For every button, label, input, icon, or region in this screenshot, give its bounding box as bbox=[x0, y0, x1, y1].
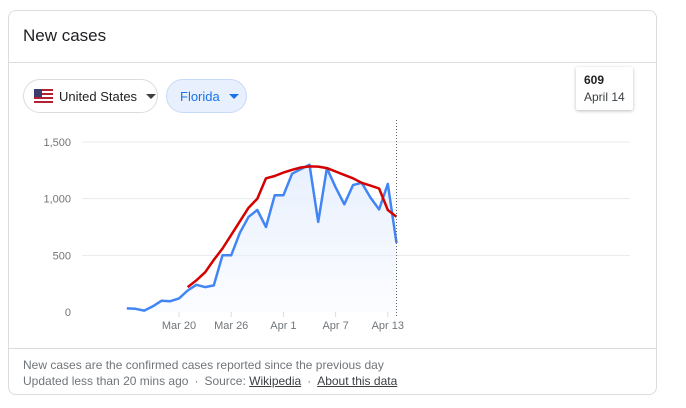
wikipedia-link[interactable]: Wikipedia bbox=[249, 374, 302, 388]
chevron-down-icon bbox=[146, 93, 157, 99]
state-dropdown-label: Florida bbox=[180, 88, 220, 104]
card-title: New cases bbox=[23, 26, 107, 45]
source-label: Source: bbox=[204, 374, 246, 388]
y-tick-label: 500 bbox=[53, 250, 71, 262]
daily-cases-area bbox=[126, 164, 397, 312]
x-tick-label: Apr 1 bbox=[270, 320, 296, 332]
x-tick-label: Apr 7 bbox=[322, 320, 348, 332]
y-tick-label: 0 bbox=[65, 307, 71, 319]
y-tick-label: 1,000 bbox=[43, 194, 71, 206]
daily-cases-line bbox=[126, 163, 398, 312]
chevron-down-icon bbox=[228, 93, 239, 99]
x-tick-label: Apr 13 bbox=[372, 320, 404, 332]
footer-divider bbox=[9, 348, 656, 349]
average-line bbox=[186, 165, 398, 289]
updated-text: Updated less than 20 mins ago bbox=[23, 374, 189, 388]
tooltip-value: 609 bbox=[584, 73, 605, 87]
about-data-link[interactable]: About this data bbox=[317, 374, 398, 388]
new-cases-card: New cases United States Florida New case… bbox=[8, 10, 657, 395]
y-tick-label: 1,500 bbox=[43, 137, 71, 149]
footer-description: New cases are the confirmed cases report… bbox=[23, 358, 384, 372]
country-dropdown[interactable]: United States bbox=[23, 79, 158, 113]
header-divider bbox=[9, 62, 656, 63]
x-tick-label: Mar 26 bbox=[214, 320, 248, 332]
country-dropdown-label: United States bbox=[59, 88, 138, 104]
hover-tooltip: 609 April 14 bbox=[576, 67, 633, 110]
tooltip-date: April 14 bbox=[584, 90, 625, 104]
us-flag-icon bbox=[34, 89, 53, 103]
footer-meta: Updated less than 20 mins ago · Source: Wi… bbox=[23, 374, 398, 388]
state-dropdown[interactable]: Florida bbox=[166, 79, 247, 113]
x-tick-label: Mar 20 bbox=[162, 320, 196, 332]
